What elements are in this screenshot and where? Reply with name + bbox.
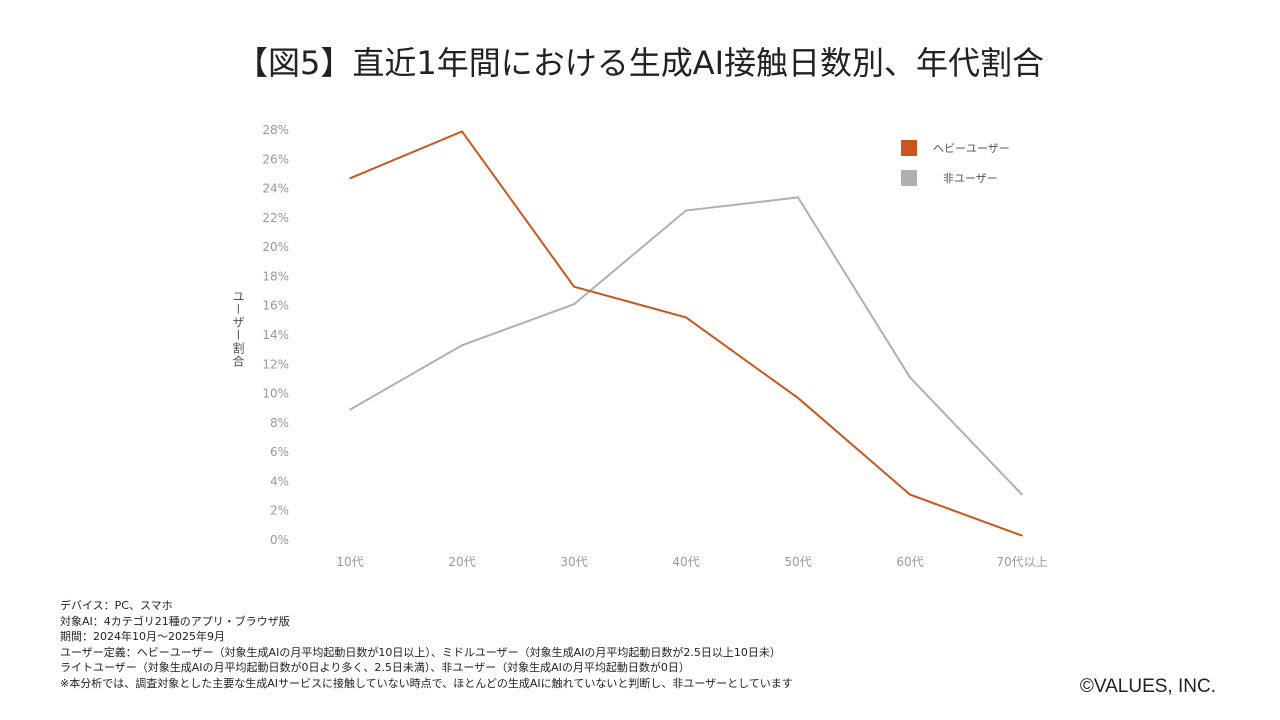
x-tick-label: 20代 (448, 555, 475, 569)
x-tick-label: 40代 (672, 555, 699, 569)
x-tick-label: 30代 (560, 555, 587, 569)
data-point (349, 177, 351, 180)
x-tick-label: 70代以上 (996, 555, 1047, 569)
series-line (349, 130, 1023, 537)
footnotes: デバイス：PC、スマホ 対象AI：4カテゴリ21種のアプリ・ブラウザ版 期間：2… (60, 598, 793, 691)
data-point (1021, 534, 1023, 537)
y-tick-label: 20% (262, 240, 289, 254)
y-tick-label: 28% (262, 123, 289, 137)
data-point (909, 376, 911, 379)
data-point (573, 303, 575, 306)
copyright: ©VALUES, INC. (1079, 676, 1216, 697)
note-line: デバイス：PC、スマホ (60, 599, 173, 612)
y-tick-label: 8% (270, 416, 289, 430)
note-line: ライトユーザー（対象生成AIの月平均起動日数が0日より多く、2.5日未満）、非ユ… (60, 661, 690, 674)
data-point (349, 408, 351, 411)
data-point (461, 130, 463, 133)
data-point (797, 196, 799, 199)
legend-swatch (901, 170, 917, 186)
legend-swatch (901, 140, 917, 156)
data-point (797, 397, 799, 399)
legend-label: ヘビーユーザー (933, 142, 1010, 155)
data-point (685, 316, 687, 319)
data-point (461, 344, 463, 347)
y-tick-label: 16% (262, 299, 289, 313)
y-tick-label: 22% (262, 211, 289, 225)
data-point (1021, 493, 1023, 496)
chart-title: 【図5】直近1年間における生成AI接触日数別、年代割合 (235, 44, 1045, 82)
data-point (909, 493, 911, 496)
x-tick-label: 10代 (336, 555, 363, 569)
legend-label: 非ユーザー (943, 172, 998, 185)
note-line: ユーザー定義：ヘビーユーザー（対象生成AIの月平均起動日数が10日以上）、ミドル… (60, 645, 781, 659)
y-tick-label: 18% (262, 269, 289, 283)
y-tick-label: 4% (270, 474, 289, 488)
y-tick-label: 2% (270, 504, 289, 518)
y-tick-label: 10% (262, 387, 289, 401)
data-point (685, 209, 687, 212)
y-tick-label: 26% (262, 152, 289, 166)
y-tick-label: 24% (262, 182, 289, 196)
y-axis-label: ユーザー割合 (231, 290, 245, 368)
x-tick-label: 50代 (784, 555, 811, 569)
line-chart: 0% 2% 4% 6% 8% 10% 12% 14% 16% 18% 20% 22% 24% 26% 28%… (231, 123, 1048, 569)
note-line: 期間：2024年10月～2025年9月 (60, 630, 225, 643)
y-tick-label: 14% (262, 328, 289, 342)
note-line: 対象AI：4カテゴリ21種のアプリ・ブラウザ版 (60, 614, 290, 628)
y-tick-label: 12% (262, 357, 289, 371)
note-line: ※本分析では、調査対象とした主要な生成AIサービスに接触していない時点で、ほとん… (60, 676, 793, 690)
y-tick-label: 0% (270, 533, 289, 547)
x-tick-label: 60代 (896, 555, 923, 569)
data-point (573, 285, 575, 288)
y-tick-label: 6% (270, 445, 289, 459)
series-line (349, 196, 1023, 496)
